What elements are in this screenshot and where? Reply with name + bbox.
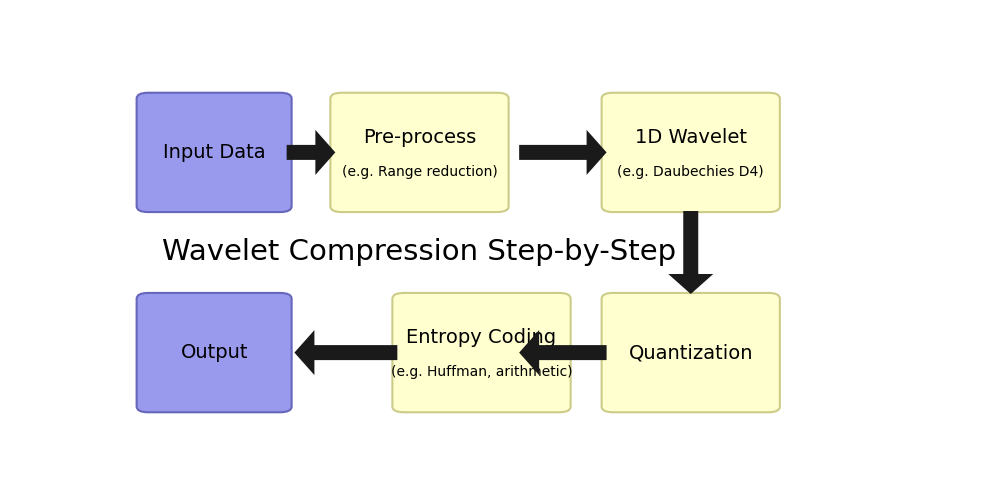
Text: 1D Wavelet: 1D Wavelet (635, 128, 747, 147)
Text: Quantization: Quantization (629, 343, 753, 362)
Text: Input Data: Input Data (163, 143, 265, 162)
Text: Pre-process: Pre-process (363, 128, 476, 147)
Text: (e.g. Huffman, arithmetic): (e.g. Huffman, arithmetic) (391, 365, 572, 379)
FancyBboxPatch shape (602, 92, 780, 212)
Text: Entropy Coding: Entropy Coding (406, 328, 557, 347)
FancyBboxPatch shape (137, 293, 292, 412)
Text: Output: Output (180, 343, 248, 362)
FancyBboxPatch shape (602, 293, 780, 412)
FancyBboxPatch shape (137, 92, 292, 212)
Text: (e.g. Range reduction): (e.g. Range reduction) (342, 165, 497, 179)
Text: (e.g. Daubechies D4): (e.g. Daubechies D4) (617, 165, 764, 179)
Text: Wavelet Compression Step-by-Step: Wavelet Compression Step-by-Step (162, 238, 677, 266)
FancyBboxPatch shape (330, 92, 509, 212)
FancyBboxPatch shape (392, 293, 571, 412)
